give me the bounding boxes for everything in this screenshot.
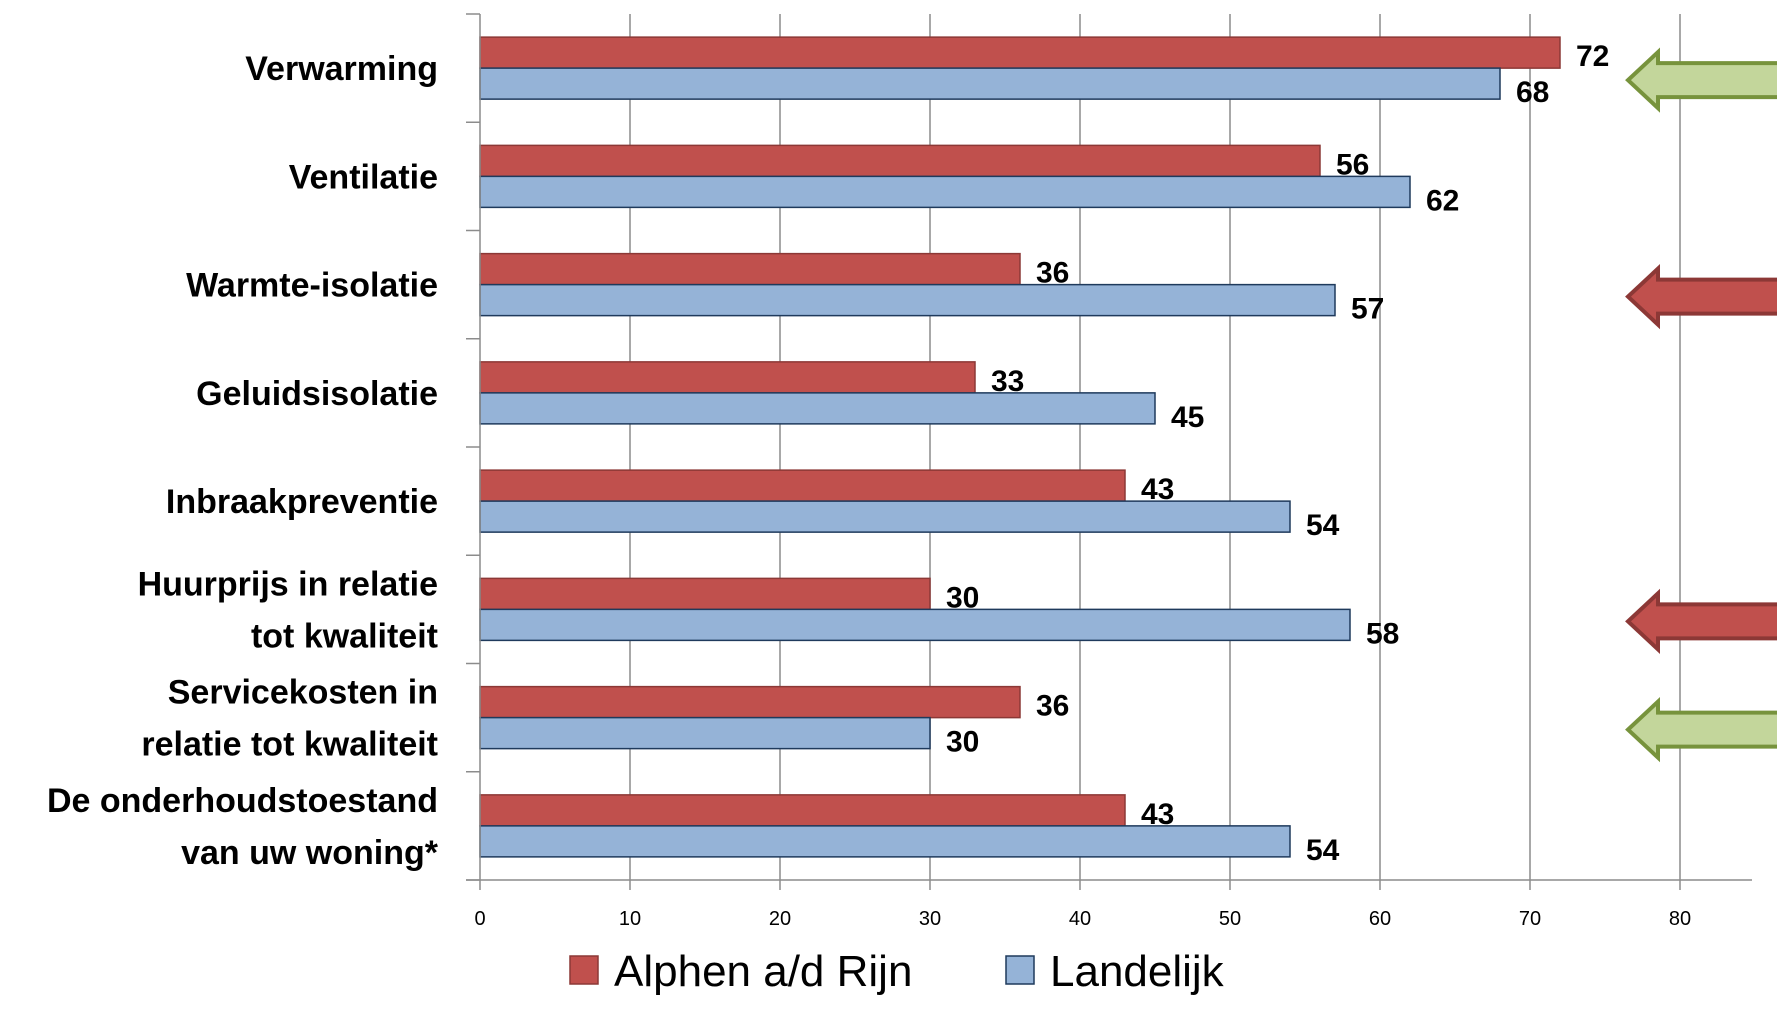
green-arrow-icon — [1625, 47, 1777, 113]
data-label: 45 — [1171, 401, 1204, 434]
legend-label: Alphen a/d Rijn — [614, 947, 912, 996]
data-label: 43 — [1141, 473, 1174, 506]
data-label: 58 — [1366, 617, 1399, 650]
category-label: Warmte-isolatie — [186, 267, 438, 305]
bar-landelijk — [479, 825, 1291, 858]
data-label: 54 — [1306, 509, 1340, 542]
data-label: 62 — [1426, 184, 1459, 217]
red-arrow-icon — [1625, 264, 1777, 330]
data-label: 57 — [1351, 293, 1384, 326]
data-label: 68 — [1516, 76, 1549, 109]
data-label: 36 — [1036, 257, 1069, 290]
labels: 0 10 20 30 40 50 60 70 80 72 68 Verwarming 56 62 Venti… — [47, 40, 1691, 930]
x-tick-label: 30 — [919, 908, 941, 930]
category-label: Servicekosten in — [168, 674, 438, 712]
category-label: Huurprijs in relatie — [138, 565, 438, 603]
x-tick-label: 70 — [1519, 908, 1541, 930]
bar-alphen — [479, 685, 1021, 719]
bar-landelijk — [479, 67, 1501, 100]
bar-alphen — [479, 361, 976, 394]
data-label: 30 — [946, 726, 979, 759]
bar-landelijk — [479, 716, 931, 750]
x-tick-label: 0 — [474, 908, 485, 930]
legend-label: Landelijk — [1050, 947, 1225, 996]
x-tick-label: 80 — [1669, 908, 1691, 930]
x-tick-label: 50 — [1219, 908, 1241, 930]
annotation-arrows — [1625, 47, 1777, 763]
x-tick-label: 60 — [1369, 908, 1391, 930]
bar-landelijk — [479, 283, 1336, 317]
red-arrow-icon — [1625, 588, 1777, 654]
x-tick-label: 10 — [619, 908, 641, 930]
gridlines — [629, 14, 1681, 880]
legend-swatch — [569, 955, 599, 985]
category-label: Ventilatie — [289, 158, 438, 196]
category-label: Verwarming — [245, 50, 438, 88]
bar-alphen — [479, 469, 1126, 502]
bar-alphen — [479, 36, 1561, 69]
legend: Alphen a/d Rijn Landelijk — [569, 947, 1225, 996]
data-label: 36 — [1036, 690, 1069, 723]
legend-swatch — [1005, 955, 1035, 985]
data-label: 54 — [1306, 834, 1340, 867]
category-label: van uw woning* — [181, 834, 439, 872]
category-label: Geluidsisolatie — [196, 375, 438, 413]
bar-landelijk — [479, 608, 1351, 642]
category-label: tot kwaliteit — [251, 617, 438, 655]
bar-alphen — [479, 577, 931, 611]
green-arrow-icon — [1625, 697, 1777, 763]
data-label: 30 — [946, 581, 979, 614]
data-label: 72 — [1576, 40, 1609, 73]
category-label: Inbraakpreventie — [166, 483, 438, 521]
bar-landelijk — [479, 175, 1411, 209]
bar-alphen — [479, 794, 1126, 827]
axes — [466, 13, 1752, 890]
data-label: 33 — [991, 365, 1024, 398]
category-label: relatie tot kwaliteit — [141, 726, 438, 764]
data-label: 43 — [1141, 798, 1174, 831]
x-tick-label: 20 — [769, 908, 791, 930]
bar-alphen — [479, 252, 1021, 286]
x-tick-label: 40 — [1069, 908, 1091, 930]
bars — [479, 36, 1561, 858]
bar-alphen — [479, 144, 1321, 178]
bar-landelijk — [479, 392, 1156, 425]
category-label: De onderhoudstoestand — [47, 782, 438, 820]
data-label: 56 — [1336, 148, 1369, 181]
